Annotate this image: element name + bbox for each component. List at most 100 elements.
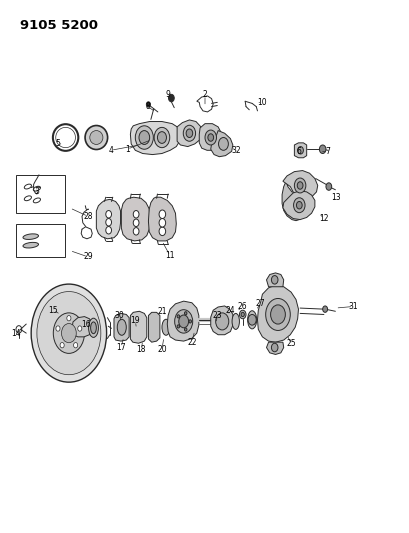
Bar (16, 224, 65, 257)
Circle shape (61, 324, 76, 343)
Polygon shape (114, 313, 129, 341)
Polygon shape (210, 306, 232, 335)
Circle shape (240, 312, 244, 317)
Text: 16: 16 (81, 320, 91, 328)
Text: 20: 20 (157, 345, 166, 353)
Text: 28: 28 (83, 212, 93, 221)
Circle shape (204, 130, 216, 145)
Polygon shape (282, 171, 317, 198)
Polygon shape (257, 285, 298, 342)
Polygon shape (121, 197, 150, 241)
Circle shape (270, 305, 285, 324)
Polygon shape (266, 273, 283, 287)
Circle shape (106, 211, 111, 218)
Text: 3: 3 (34, 188, 39, 196)
Circle shape (37, 292, 101, 375)
Polygon shape (294, 143, 306, 158)
Text: 7: 7 (325, 147, 330, 156)
Circle shape (184, 312, 187, 315)
Circle shape (168, 94, 174, 102)
Text: 13: 13 (330, 193, 340, 201)
Text: 26: 26 (236, 302, 246, 311)
Circle shape (106, 219, 111, 226)
Circle shape (294, 178, 305, 193)
Text: 4: 4 (108, 146, 113, 155)
Text: 24: 24 (225, 306, 235, 314)
Polygon shape (210, 131, 232, 157)
Ellipse shape (247, 311, 256, 329)
Circle shape (297, 182, 302, 189)
Circle shape (322, 306, 327, 312)
Text: 32: 32 (230, 146, 240, 155)
Circle shape (31, 284, 106, 382)
Circle shape (215, 313, 228, 330)
Text: 9: 9 (165, 91, 170, 99)
Circle shape (218, 138, 228, 150)
Polygon shape (266, 342, 283, 354)
Circle shape (67, 316, 71, 321)
Ellipse shape (90, 322, 96, 334)
Text: 10: 10 (257, 98, 267, 107)
Circle shape (73, 343, 77, 348)
Polygon shape (130, 122, 179, 155)
Circle shape (207, 134, 213, 141)
Polygon shape (177, 120, 201, 147)
Ellipse shape (23, 243, 38, 248)
Ellipse shape (23, 234, 38, 239)
Text: 18: 18 (136, 345, 146, 353)
Polygon shape (148, 197, 176, 241)
Circle shape (106, 227, 111, 234)
Circle shape (135, 126, 153, 149)
Circle shape (186, 129, 192, 138)
Circle shape (178, 315, 188, 328)
Text: 2: 2 (202, 91, 207, 99)
Circle shape (174, 310, 192, 333)
Circle shape (157, 132, 166, 143)
Text: 27: 27 (255, 300, 265, 308)
Text: 21: 21 (157, 308, 166, 316)
Circle shape (239, 310, 245, 319)
Ellipse shape (90, 131, 103, 144)
Circle shape (139, 131, 149, 144)
Text: 11: 11 (165, 252, 175, 260)
Text: 22: 22 (187, 338, 196, 346)
Text: 15: 15 (48, 306, 58, 314)
Circle shape (271, 343, 277, 352)
Circle shape (159, 210, 165, 219)
Ellipse shape (162, 319, 170, 335)
Circle shape (133, 219, 139, 227)
Circle shape (293, 198, 304, 213)
Circle shape (60, 343, 64, 348)
Ellipse shape (85, 126, 107, 150)
Circle shape (265, 298, 290, 330)
Text: 12: 12 (318, 214, 328, 223)
Polygon shape (148, 312, 160, 342)
Polygon shape (199, 124, 222, 150)
Circle shape (78, 326, 82, 331)
Circle shape (184, 328, 187, 331)
Circle shape (189, 320, 191, 323)
Text: 5: 5 (55, 140, 60, 148)
Text: 1: 1 (124, 145, 129, 154)
Polygon shape (72, 317, 92, 337)
Circle shape (183, 125, 195, 141)
Circle shape (247, 314, 256, 325)
Polygon shape (281, 181, 303, 221)
Circle shape (325, 183, 331, 190)
Circle shape (53, 313, 84, 353)
Circle shape (271, 276, 277, 284)
Circle shape (159, 227, 165, 236)
Text: 19: 19 (130, 317, 140, 325)
Ellipse shape (117, 319, 126, 335)
Circle shape (296, 201, 301, 209)
Text: 9105 5200: 9105 5200 (20, 19, 98, 31)
Polygon shape (130, 311, 146, 343)
Circle shape (56, 326, 60, 331)
Circle shape (146, 102, 150, 107)
Ellipse shape (231, 313, 239, 329)
Polygon shape (96, 199, 120, 239)
Circle shape (133, 211, 139, 218)
Text: 31: 31 (348, 302, 357, 311)
Text: 30: 30 (114, 311, 124, 320)
Bar (16, 175, 65, 213)
